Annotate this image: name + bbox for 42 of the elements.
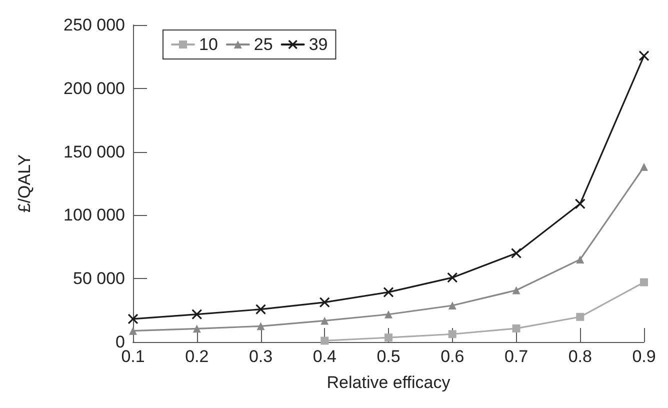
y-tick-label: 150 000 [64,142,125,162]
point [192,309,202,320]
point [320,336,329,345]
point [384,310,392,318]
point [448,330,456,338]
point [512,324,520,332]
point [192,324,201,333]
x-tick-label: 0.6 [440,347,464,366]
y-tick-label: 250 000 [64,16,125,34]
x-tick-label: 0.8 [568,347,592,366]
point [640,278,648,286]
y-tick-label: 50 000 [73,269,125,288]
point [574,198,586,210]
x-axis-title: Relative efficacy [326,373,451,392]
legend-label: 39 [308,35,328,54]
point [384,334,392,342]
y-axis-title: £/QALY [15,154,34,213]
point [255,304,266,315]
point [256,322,265,330]
x-tick-label: 0.3 [248,347,273,366]
x-tick-label: 0.5 [376,347,400,366]
point [512,286,520,294]
x-tick-label: 0.9 [632,347,656,366]
legend-label: 10 [199,35,218,54]
point [576,255,584,264]
point [576,312,584,321]
point [320,316,329,325]
point [447,272,458,283]
point [383,286,394,298]
x-tick-label: 0.4 [312,347,336,366]
point [640,162,648,171]
point [128,314,138,324]
x-tick-label: 0.2 [185,347,209,366]
x-tick-label: 0.7 [504,347,528,366]
point [129,326,137,335]
point [638,50,650,62]
legend-label: 25 [254,35,273,54]
point [448,301,456,310]
point [319,297,330,308]
point [510,248,522,259]
y-tick-label: 200 000 [64,78,125,98]
y-tick-label: 100 000 [64,206,125,225]
